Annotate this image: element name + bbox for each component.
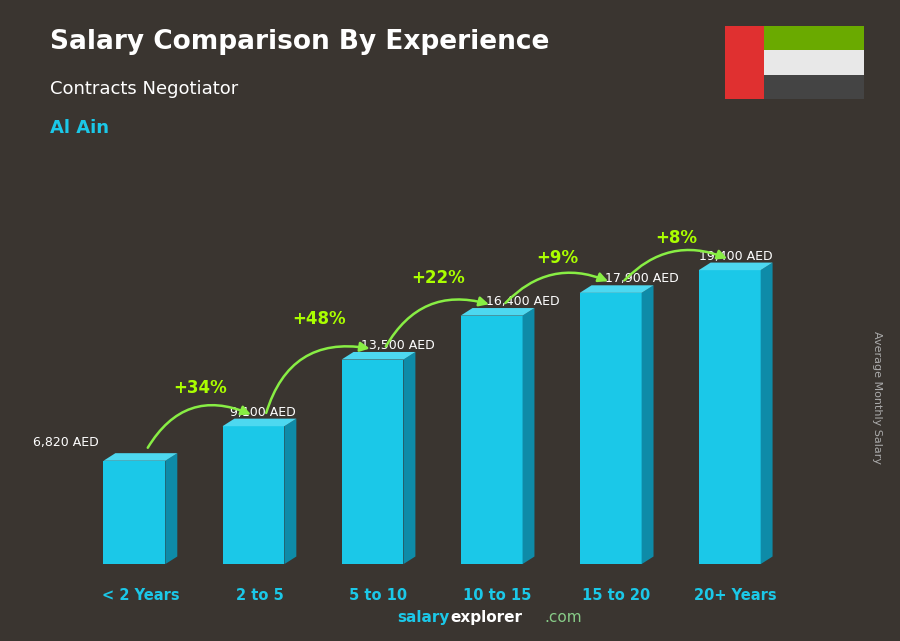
Text: 5 to 10: 5 to 10 xyxy=(349,588,408,603)
Text: 20+ Years: 20+ Years xyxy=(694,588,777,603)
Polygon shape xyxy=(461,315,523,564)
Polygon shape xyxy=(580,293,642,564)
Polygon shape xyxy=(461,308,535,315)
Text: explorer: explorer xyxy=(450,610,522,625)
Polygon shape xyxy=(222,426,284,564)
Polygon shape xyxy=(763,75,864,99)
Text: 9,100 AED: 9,100 AED xyxy=(230,406,295,419)
Text: 16,400 AED: 16,400 AED xyxy=(486,295,559,308)
Text: 17,900 AED: 17,900 AED xyxy=(605,272,679,285)
Polygon shape xyxy=(698,270,760,564)
Polygon shape xyxy=(724,26,763,99)
Text: 2 to 5: 2 to 5 xyxy=(236,588,284,603)
Polygon shape xyxy=(724,26,864,99)
Polygon shape xyxy=(763,50,864,75)
Polygon shape xyxy=(104,453,177,461)
Text: +48%: +48% xyxy=(292,310,346,328)
Polygon shape xyxy=(342,360,403,564)
Polygon shape xyxy=(760,263,772,564)
Polygon shape xyxy=(222,419,296,426)
Text: 10 to 15: 10 to 15 xyxy=(464,588,532,603)
Text: salary: salary xyxy=(398,610,450,625)
Polygon shape xyxy=(342,352,416,360)
Text: Salary Comparison By Experience: Salary Comparison By Experience xyxy=(50,29,549,55)
Polygon shape xyxy=(284,419,296,564)
Polygon shape xyxy=(642,285,653,564)
Text: Al Ain: Al Ain xyxy=(50,119,109,137)
Text: 15 to 20: 15 to 20 xyxy=(582,588,651,603)
Polygon shape xyxy=(523,308,535,564)
Text: .com: .com xyxy=(544,610,582,625)
Text: 13,500 AED: 13,500 AED xyxy=(361,339,435,352)
Text: Contracts Negotiator: Contracts Negotiator xyxy=(50,80,238,98)
Text: +22%: +22% xyxy=(411,269,465,287)
Polygon shape xyxy=(763,26,864,50)
Polygon shape xyxy=(698,263,772,270)
Text: +34%: +34% xyxy=(173,379,227,397)
Text: 19,400 AED: 19,400 AED xyxy=(698,249,772,263)
Polygon shape xyxy=(166,453,177,564)
Polygon shape xyxy=(403,352,416,564)
Text: < 2 Years: < 2 Years xyxy=(102,588,179,603)
Polygon shape xyxy=(104,461,166,564)
Text: +8%: +8% xyxy=(655,229,698,247)
Text: Average Monthly Salary: Average Monthly Salary xyxy=(872,331,883,464)
Text: +9%: +9% xyxy=(536,249,578,267)
Polygon shape xyxy=(580,285,653,293)
Text: 6,820 AED: 6,820 AED xyxy=(33,436,99,449)
